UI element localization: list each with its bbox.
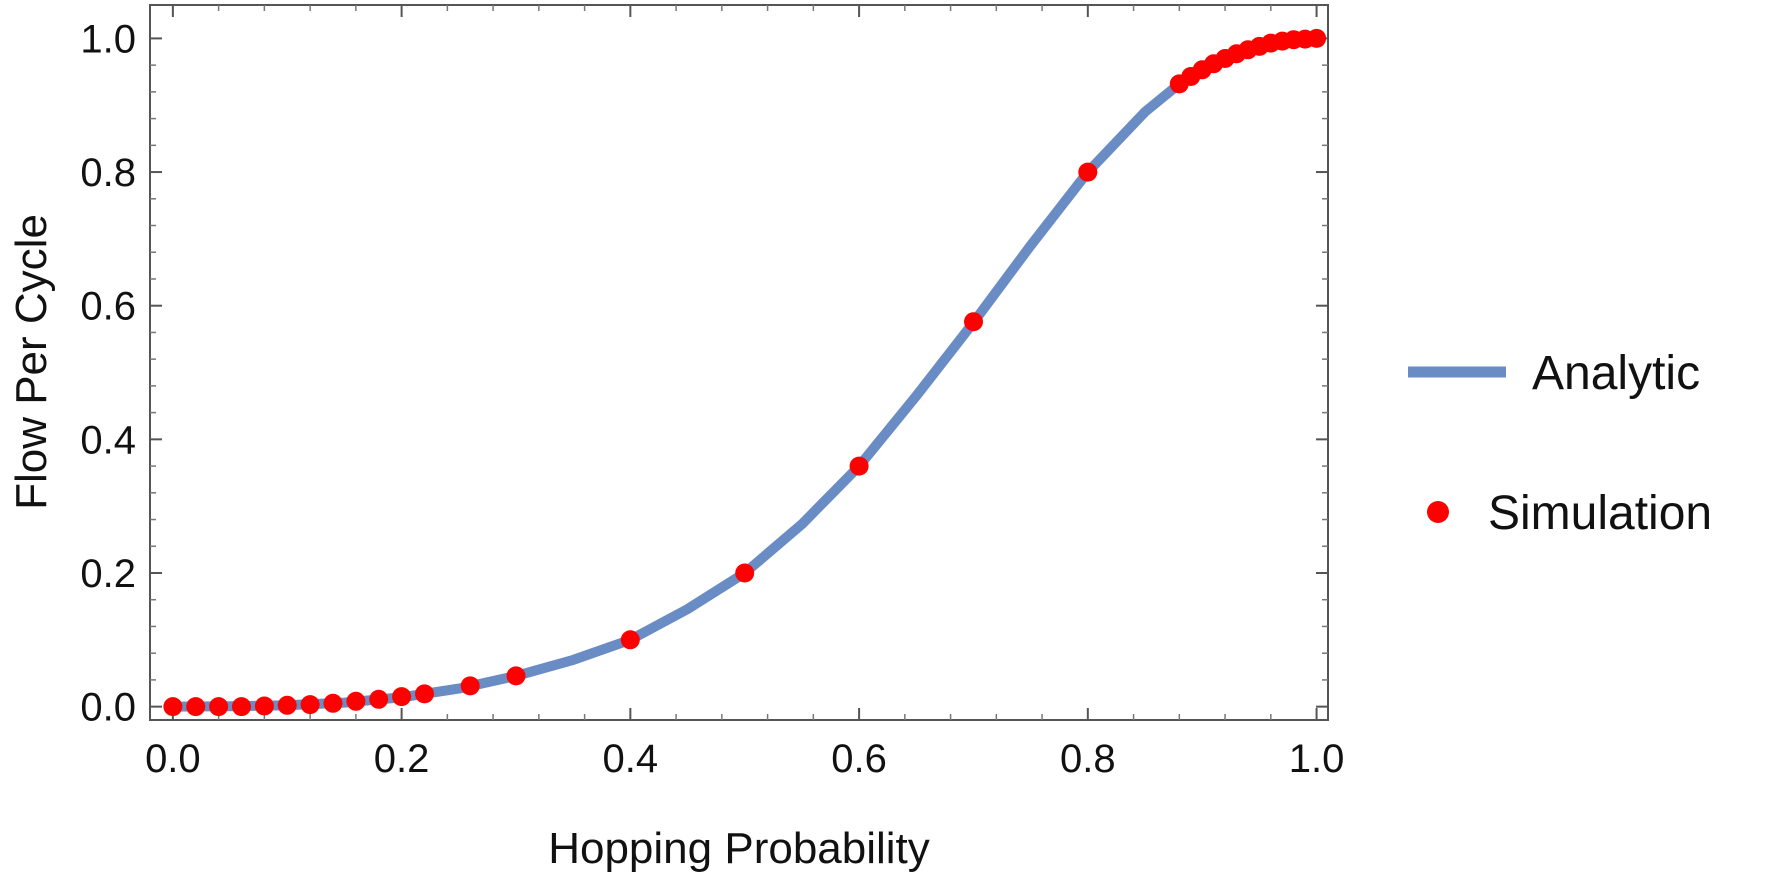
simulation-point [186, 697, 206, 717]
legend-simulation-marker [1427, 501, 1449, 523]
simulation-point [209, 697, 229, 717]
simulation-point [1078, 162, 1098, 182]
y-tick-labels: 0.0 0.2 0.4 0.6 0.8 1.0 [80, 17, 136, 729]
simulation-point [415, 684, 434, 704]
plot-frame [149, 4, 1329, 721]
series-lines [167, 33, 1322, 712]
simulation-point [346, 691, 366, 711]
y-tick-label: 0.4 [80, 418, 136, 462]
series-points [163, 28, 1327, 717]
simulation-point [392, 687, 412, 707]
simulation-point [232, 697, 251, 717]
y-tick-label: 1.0 [80, 17, 136, 61]
simulation-point [735, 563, 755, 583]
x-axis-title: Hopping Probability [548, 824, 930, 873]
x-tick-label: 0.0 [145, 737, 201, 781]
x-tick-label: 0.6 [831, 737, 887, 781]
y-tick-label: 0.8 [80, 151, 136, 195]
simulation-point [254, 696, 274, 716]
x-tick-label: 1.0 [1289, 737, 1345, 781]
x-tick-label: 0.2 [374, 737, 430, 781]
simulation-point [506, 666, 526, 686]
y-tick-label: 0.6 [80, 285, 136, 329]
x-tick-labels: 0.0 0.2 0.4 0.6 0.8 1.0 [145, 737, 1344, 781]
simulation-point [849, 456, 869, 476]
x-tick-label: 0.4 [603, 737, 659, 781]
simulation-point [620, 630, 640, 650]
legend-analytic-label: Analytic [1532, 347, 1700, 400]
analytic-line [167, 33, 1322, 712]
y-tick-label: 0.0 [80, 686, 136, 730]
legend-simulation-label: Simulation [1488, 487, 1712, 540]
simulation-point [277, 695, 297, 715]
simulation-point [163, 697, 183, 717]
minor-ticks [150, 5, 1328, 720]
y-axis-title: Flow Per Cycle [7, 214, 56, 510]
simulation-point [323, 693, 343, 713]
simulation-point [1307, 28, 1327, 48]
x-tick-label: 0.8 [1060, 737, 1116, 781]
simulation-point [460, 676, 480, 696]
simulation-point [369, 689, 389, 709]
legend: Analytic Simulation [1408, 347, 1712, 540]
simulation-point [300, 695, 320, 715]
y-tick-label: 0.2 [80, 552, 136, 596]
simulation-point [964, 312, 983, 332]
